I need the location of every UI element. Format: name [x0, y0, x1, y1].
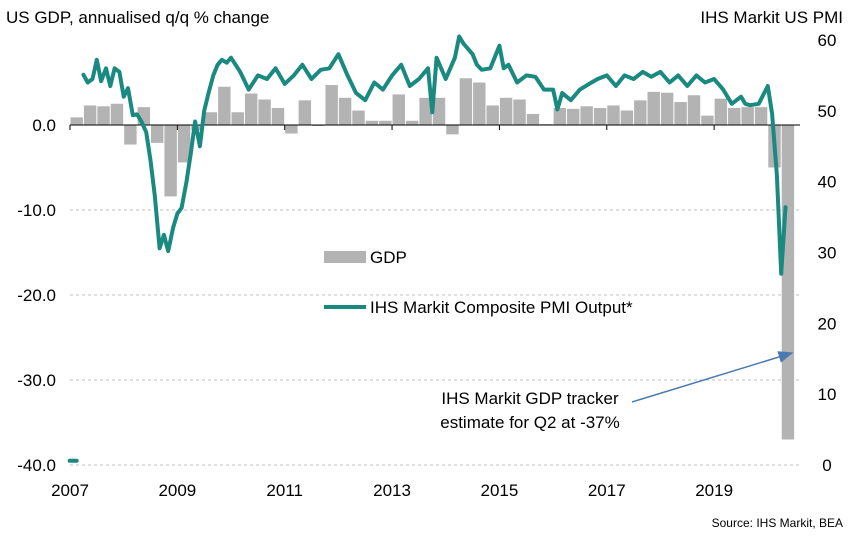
gdp-bar: [218, 86, 231, 125]
gdp-bar: [285, 125, 298, 134]
gdp-bar: [446, 125, 459, 135]
x-tick-label: 2009: [158, 481, 196, 500]
left-tick-label: -40.0: [17, 456, 56, 475]
gdp-bar: [204, 112, 218, 125]
gdp-bar: [567, 108, 580, 125]
gdp-bar: [473, 82, 486, 125]
gdp-bar: [513, 99, 526, 125]
legend-gdp-swatch: [324, 251, 366, 263]
left-axis-title: US GDP, annualised q/q % change: [6, 8, 269, 27]
right-tick-label: 50: [818, 102, 837, 121]
right-tick-label: 10: [818, 385, 837, 404]
gdp-bar: [687, 95, 701, 125]
gdp-bar: [365, 120, 379, 125]
gridlines: [70, 209, 800, 466]
gdp-bar: [177, 125, 191, 163]
gdp-bar: [271, 108, 285, 125]
right-axis-ticks: 60 50 40 30 20 10 0: [818, 31, 837, 475]
x-tick-label: 2013: [373, 481, 411, 500]
x-tick-label: 2015: [480, 481, 518, 500]
right-tick-label: 40: [818, 173, 837, 192]
x-tick-label: 2019: [695, 481, 733, 500]
gdp-bar: [486, 105, 499, 125]
pmi-line: [81, 34, 788, 276]
gdp-bar: [647, 91, 660, 125]
gdp-bar: [781, 125, 795, 440]
gdp-bar: [258, 99, 271, 125]
x-axis-ticks: 2007 2009 2011 2013 2015 2017 2019: [51, 481, 733, 500]
gdp-bar: [741, 107, 754, 125]
x-tick-label: 2007: [51, 481, 89, 500]
gdp-bar: [580, 106, 593, 125]
gdp-bar: [124, 125, 137, 145]
legend-gdp-label: GDP: [370, 248, 407, 267]
left-tick-label: -20.0: [17, 286, 56, 305]
gdp-bar: [352, 110, 365, 125]
right-axis-title: IHS Markit US PMI: [700, 8, 843, 27]
annotation-line-2: estimate for Q2 at -37%: [440, 413, 620, 432]
gdp-bar: [405, 120, 419, 125]
gdp-bar: [325, 85, 338, 125]
left-tick-label: 0.0: [32, 116, 56, 135]
right-tick-label: 0: [822, 456, 831, 475]
gdp-bars: [70, 78, 795, 440]
gdp-bar: [97, 106, 110, 125]
left-axis-ticks: 0.0 -10.0 -20.0 -30.0 -40.0: [17, 116, 56, 475]
gdp-bar: [754, 107, 768, 125]
gdp-bar: [151, 125, 164, 143]
right-tick-label: 20: [818, 314, 837, 333]
gdp-bar: [714, 98, 728, 125]
gdp-bar: [432, 97, 446, 125]
x-tick-label: 2011: [266, 481, 303, 500]
gdp-bar: [593, 108, 607, 125]
gdp-bar: [459, 78, 473, 125]
annotation-arrow: [631, 351, 794, 403]
gdp-bar: [728, 108, 741, 125]
gdp-bar: [419, 97, 432, 125]
gdp-bar: [634, 100, 647, 125]
gdp-bar: [392, 94, 405, 125]
gdp-bar: [244, 93, 258, 125]
zero-axis: [69, 124, 800, 130]
right-tick-label: 60: [818, 31, 837, 50]
gdp-bar: [83, 105, 97, 125]
gdp-bar: [338, 97, 352, 125]
x-tick-label: 2017: [588, 481, 626, 500]
gdp-bar: [660, 92, 674, 125]
right-tick-label: 30: [818, 244, 837, 263]
gdp-bar: [526, 113, 540, 125]
gdp-bar: [674, 102, 687, 125]
source-note: Source: IHS Markit, BEA: [712, 516, 843, 530]
gdp-bar: [620, 110, 634, 125]
gdp-bar: [499, 97, 513, 125]
gdp-bar: [553, 108, 567, 125]
gdp-bar: [110, 103, 124, 125]
pmi-series: [67, 34, 788, 463]
gdp-bar: [164, 125, 177, 197]
gdp-bar: [70, 117, 83, 125]
gdp-bar: [298, 100, 312, 125]
gdp-bar: [701, 115, 714, 125]
annotation-line-1: IHS Markit GDP tracker: [441, 389, 619, 408]
legend-pmi-label: IHS Markit Composite PMI Output*: [370, 298, 633, 317]
gdp-bar: [379, 120, 392, 125]
gdp-bar: [607, 105, 620, 125]
left-tick-label: -30.0: [17, 371, 56, 390]
gdp-bar: [231, 112, 244, 125]
left-tick-label: -10.0: [17, 201, 56, 220]
